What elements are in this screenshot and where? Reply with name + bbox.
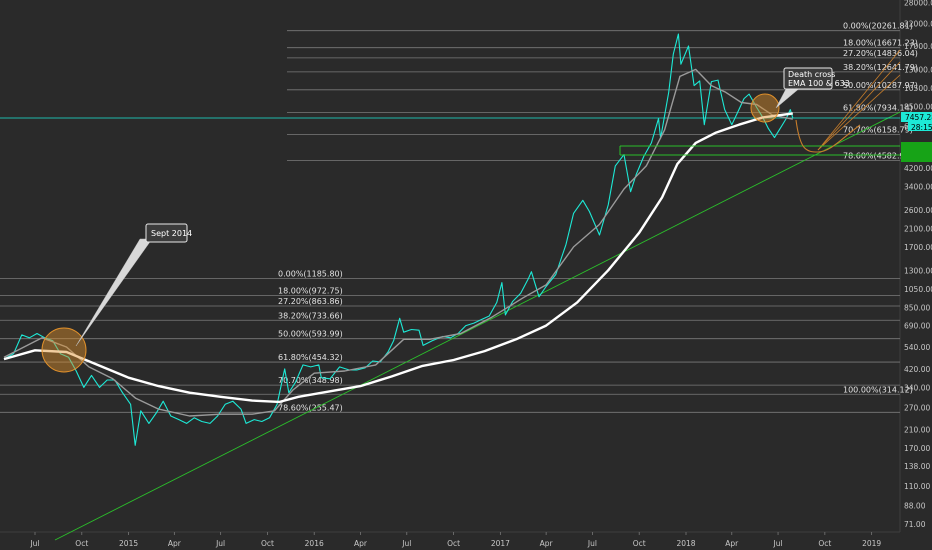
y-tick-label: 210.00 (904, 425, 930, 434)
long-term-trendline[interactable] (54, 111, 901, 541)
y-tick-label: 3400.00 (904, 182, 932, 191)
y-tick-label: 71.00 (904, 520, 926, 529)
annotation-death-cross[interactable]: Death cross EMA 100 & 633 (775, 67, 850, 109)
projection-fan-line (817, 61, 901, 151)
fib-level-label: 0.00%(1185.80) (278, 269, 343, 278)
fib-level-label: 50.00%(10287.97) (843, 81, 918, 90)
y-tick-label: 2600.00 (904, 206, 932, 215)
price-tags: 7457.28 28:15 (901, 112, 932, 162)
fibonacci-levels: 0.00%(1185.80) 18.00%(972.75)27.20%(863.8… (0, 22, 918, 413)
fib-level-label: 78.60%(255.47) (278, 403, 343, 412)
y-tick-label: 138.00 (904, 462, 930, 471)
x-tick-label: Oct (75, 539, 88, 548)
y-tick-label: 340.00 (904, 383, 930, 392)
fib-level-label: 78.60%(4582.93) (843, 151, 913, 160)
x-tick-label: Apr (354, 539, 368, 548)
y-tick-label: 850.00 (904, 303, 930, 312)
y-tick-label: 28000.00 (904, 0, 932, 7)
y-tick-label: 110.00 (904, 482, 930, 491)
y-tick-label: 420.00 (904, 365, 930, 374)
callout-text-line-2: EMA 100 & 633 (788, 79, 850, 88)
ema-100-line[interactable] (3, 68, 793, 417)
zone-tag-lower (901, 152, 932, 162)
last-price-tag (901, 112, 932, 122)
callout-box (783, 67, 833, 90)
y-tick-label: 17000.00 (904, 42, 932, 51)
y-tick-label: 170.00 (904, 444, 930, 453)
projection-path (795, 119, 861, 153)
x-tick-label: Apr (168, 539, 182, 548)
last-price-text: 7457.28 (905, 113, 932, 122)
annotation-sept-2014[interactable]: Sept 2014 (75, 223, 192, 347)
x-tick-label: 2016 (305, 539, 324, 548)
x-tick-label: 2019 (862, 539, 881, 548)
y-tick-label: 88.00 (904, 501, 926, 510)
x-tick-label: 2017 (491, 539, 510, 548)
callout-text-line-1: Death cross (788, 70, 835, 79)
cross-highlight-2014 (41, 327, 87, 373)
fib-level-label: 61.80%(454.32) (278, 353, 343, 362)
x-tick-label: Jul (773, 539, 783, 548)
fib-level-label: 18.00%(16671.23) (843, 39, 918, 48)
y-tick-label: 4200.00 (904, 164, 932, 173)
x-tick-label: Jul (29, 539, 39, 548)
x-tick-label: 2018 (676, 539, 695, 548)
y-tick-label: 690.00 (904, 322, 930, 331)
fib-level-label: 38.20%(12641.79) (843, 63, 918, 72)
y-tick-label: 22000.00 (904, 20, 932, 29)
x-tick-label: 2015 (119, 539, 138, 548)
series-lines (3, 33, 794, 446)
y-tick-label: 10500.00 (904, 84, 932, 93)
zone-tag-upper (901, 142, 932, 152)
fib-level-label: 27.20%(14836.04) (843, 49, 918, 58)
support-zone (619, 145, 900, 156)
y-tick-label: 270.00 (904, 403, 930, 412)
countdown-tag (908, 122, 932, 131)
price-line[interactable] (3, 33, 794, 446)
projection-fan-line (817, 74, 901, 151)
fib-level-label: 70.70%(348.98) (278, 376, 343, 385)
y-axis: 28000.00 22000.00 17000.00 13000.00 10500.00… (904, 0, 932, 529)
countdown-text: 28:15 (911, 123, 932, 132)
fib-level-label: 70.70%(6158.79) (843, 126, 913, 135)
x-tick-label: Jul (215, 539, 225, 548)
x-tick-label: Jul (587, 539, 597, 548)
ema-633-line[interactable] (3, 112, 793, 404)
fib-level-label: 27.20%(863.86) (278, 297, 343, 306)
callout-box (145, 223, 188, 243)
fib-level-label: 18.00%(972.75) (278, 287, 343, 296)
y-tick-label: 1050.00 (904, 285, 932, 294)
fib-level-label: 0.00%(20261.81) (843, 22, 913, 31)
y-tick-label: 1300.00 (904, 266, 932, 275)
y-tick-label: 13000.00 (904, 65, 932, 74)
fib-level-label: 61.80%(7934.14) (843, 103, 913, 112)
cross-highlight-2018 (750, 93, 780, 123)
y-tick-label: 8500.00 (904, 102, 932, 111)
x-tick-label: Oct (447, 539, 460, 548)
x-tick-label: Apr (540, 539, 554, 548)
highlight-circles (41, 93, 780, 373)
y-tick-label: 1700.00 (904, 243, 932, 252)
fib-level-label: 100.00%(314.12) (843, 385, 913, 394)
projection-fan-line (817, 49, 901, 151)
y-tick-label: 2100.00 (904, 224, 932, 233)
callout-text-line-1: Sept 2014 (151, 229, 192, 238)
x-tick-label: Oct (818, 539, 831, 548)
projection-path-line (795, 119, 861, 153)
y-tick-label: 540.00 (904, 343, 930, 352)
x-axis: Jul Oct 2015 Apr Jul Oct 2016 Apr Jul Oct 2017 Apr J… (29, 532, 881, 548)
fib-level-label: 50.00%(593.99) (278, 330, 343, 339)
trendlines (0, 49, 901, 541)
x-tick-label: Oct (261, 539, 274, 548)
x-tick-label: Oct (633, 539, 646, 548)
fib-level-label: 38.20%(733.66) (278, 311, 343, 320)
x-tick-label: Apr (725, 539, 739, 548)
x-tick-label: Jul (401, 539, 411, 548)
